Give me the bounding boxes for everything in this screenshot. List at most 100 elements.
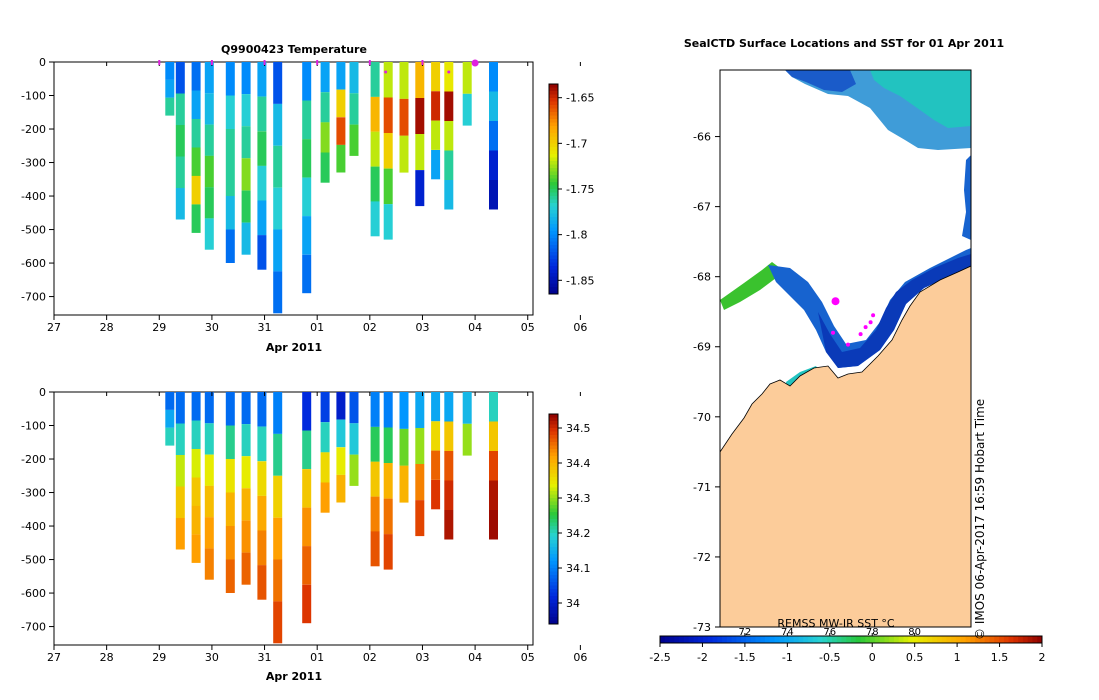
sst-colorbar-segment [769,636,776,643]
colorbar-tick-label: 34.3 [566,492,591,505]
seal-location-point [846,342,850,347]
temperature-profile-cells [165,62,498,314]
sst-colorbar-segment [1022,636,1029,643]
surface-marker-minor [447,70,451,74]
sst-colorbar-segment [893,636,900,643]
colorbar-tick-label: -1.75 [566,183,594,196]
colorbar-segment [549,206,558,211]
profile-6-cell-5 [257,235,267,270]
colorbar-segment [549,561,558,565]
colorbar-frame [548,413,559,625]
sst-colorbar-segment [760,636,766,643]
colorbar-segment [549,157,558,162]
colorbar-segment [549,557,558,562]
colorbar-segment [549,484,558,488]
colorbar-segment [549,122,558,127]
colorbar-segment [549,452,558,457]
x-tick-label: 04 [468,651,482,664]
colorbar-segment [549,505,558,509]
profile-16-cell-3 [431,480,441,510]
y-tick-label: -400 [21,190,46,203]
colorbar-segment [549,220,558,225]
sst-tick-label: 1 [954,651,961,664]
map-frame [719,69,972,628]
sst-colorbar-segment [846,636,852,643]
profile-6-cell-2 [257,131,267,166]
colorbar-segment [549,571,558,576]
profile-17-cell-0 [444,62,454,92]
sst-colorbar-segment [984,636,990,643]
profile-14-cell-0 [399,392,409,429]
profile-9-cell-0 [320,62,330,93]
sst-colorbar-segment [841,636,847,643]
colorbar-segment [549,417,558,422]
profile-8-cell-1 [302,430,312,469]
map-axes: -66 -67 -68 -69 -70 -71 -72 -73 [693,131,720,634]
sst-colorbar-segment [836,636,842,643]
profile-2-cell-1 [191,420,201,449]
seal-location-point [858,332,863,337]
y-tick-label: -700 [21,621,46,634]
colorbar-segment [549,445,558,450]
sst-colorbar-segment [1003,636,1010,643]
colorbar-segment [549,266,558,270]
lat-tick-label: -73 [693,621,711,634]
profile-10-cell-3 [336,474,346,503]
lat-tick-label: -69 [693,341,711,354]
profile-3-cell-5 [204,548,214,580]
colorbar-segment [549,470,558,474]
colorbar-segment [549,140,558,144]
colorbar-segment [549,501,558,506]
x-tick-label: 06 [573,321,587,334]
salinity-plot-frame [53,391,534,646]
profile-2-cell-2 [191,449,201,478]
x-tick-label: 03 [415,651,429,664]
colorbar-segment [549,428,558,432]
colorbar-segment [549,596,558,600]
profile-9-cell-3 [320,482,330,513]
profile-1-cell-1 [175,93,185,125]
colorbar-segment [549,185,558,190]
sst-colorbar-segment [874,636,881,643]
profile-6-cell-0 [257,62,267,97]
sst-colorbar-segment [884,636,890,643]
sst-colorbar-segment [660,636,666,643]
sst-colorbar-segment [798,636,804,643]
sst-colorbar-segment [736,636,742,643]
salinity-x-axis-label: Apr 2011 [266,670,322,683]
x-tick-label: 27 [47,651,61,664]
x-tick-label: 28 [100,321,114,334]
sst-colorbar-segment [717,636,723,643]
profile-3-cell-4 [204,187,214,219]
profile-6-cell-3 [257,495,267,531]
sst-colorbar-segment [855,636,862,643]
y-tick-label: -100 [21,420,46,433]
x-tick-label: 29 [152,321,166,334]
profile-3-cell-2 [204,124,214,156]
colorbar-segment [549,473,558,478]
profile-13-cell-3 [383,498,393,535]
colorbar-segment [549,508,558,513]
profile-1-cell-3 [175,486,185,518]
sst-patch-west-green [720,262,780,310]
temperature-x-axis-label: Apr 2011 [266,341,322,354]
colorbar-segment [549,568,558,572]
profile-17-cell-2 [444,451,454,481]
profile-2-cell-0 [191,392,201,421]
sst-colorbar-segment [688,636,694,643]
profile-13-cell-4 [383,534,393,570]
colorbar-segment [549,224,558,228]
colorbar-segment [549,154,558,158]
colorbar-tick-label: -1.7 [566,137,587,150]
profile-5-cell-2 [241,456,251,489]
profile-16-cell-0 [431,62,441,92]
sst-colorbar-segment [979,636,986,643]
profile-19-cell-2 [489,121,498,151]
profile-7-cell-3 [273,517,283,560]
profile-12-cell-2 [370,131,380,167]
sst-colorbar-segment [741,636,747,643]
sst-f-tick-label: 78 [866,627,879,638]
sst-colorbar-segment [745,636,752,643]
sst-colorbar-segment [765,636,771,643]
imos-credit: © IMOS 06-Apr-2017 16:59 Hobart Time [973,399,987,640]
